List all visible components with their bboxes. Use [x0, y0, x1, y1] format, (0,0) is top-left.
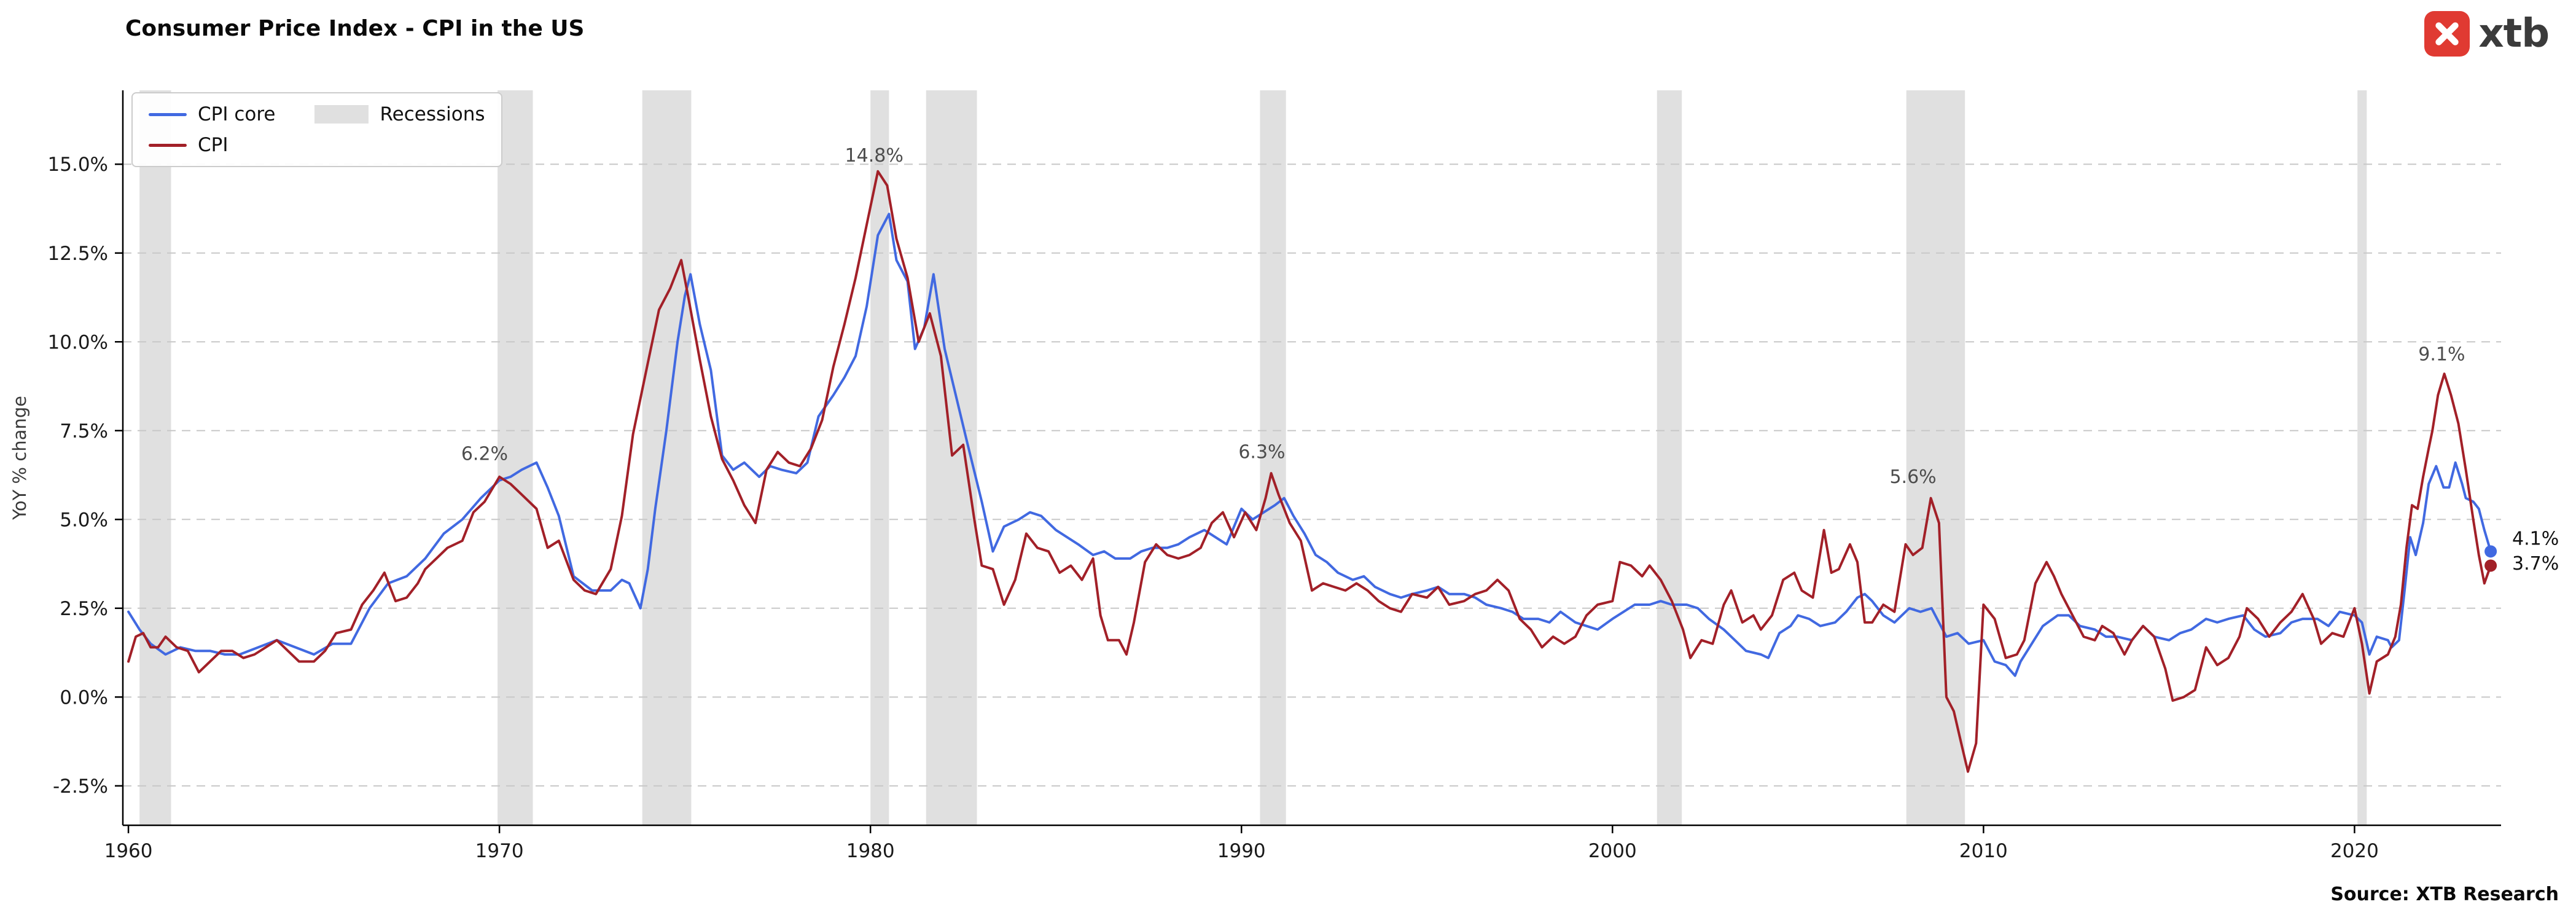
- y-tick-label: -2.5%: [53, 776, 108, 798]
- recession-band: [870, 90, 889, 825]
- legend-label-recessions: Recessions: [380, 103, 485, 125]
- recession-band: [139, 90, 171, 825]
- chart-legend: CPI core CPI Recessions: [131, 92, 502, 167]
- xtb-logo-icon: [2424, 11, 2470, 57]
- end-label-3.7pct: 3.7%: [2512, 553, 2559, 575]
- legend-swatch-cpi-core: [149, 112, 187, 116]
- y-tick-label: 7.5%: [60, 420, 108, 442]
- end-label-4.1pct: 4.1%: [2512, 528, 2559, 549]
- legend-swatch-recessions: [314, 105, 369, 124]
- y-tick-label: 2.5%: [60, 598, 108, 620]
- xtb-logo-text: xtb: [2478, 11, 2550, 57]
- annotation-5.6pct: 5.6%: [1889, 466, 1936, 488]
- chart-title: Consumer Price Index - CPI in the US: [125, 16, 585, 41]
- y-tick-label: 5.0%: [60, 509, 108, 531]
- legend-label-cpi-core: CPI core: [198, 103, 276, 125]
- x-tick-label: 1990: [1217, 840, 1266, 862]
- annotation-9.1pct: 9.1%: [2418, 344, 2465, 365]
- x-tick-label: 2000: [1588, 840, 1637, 862]
- y-tick-label: 15.0%: [48, 154, 108, 176]
- recession-band: [1657, 90, 1682, 825]
- annotation-6.3pct: 6.3%: [1238, 441, 1285, 463]
- y-tick-label: 12.5%: [48, 243, 108, 265]
- gridlines: [123, 163, 2501, 787]
- x-tick-label: 2020: [2330, 840, 2379, 862]
- series-line-cpi-core: [127, 213, 2492, 677]
- series-line-cpi: [127, 170, 2492, 773]
- y-axis-label: YoY % change: [9, 396, 30, 520]
- legend-item-recessions: Recessions: [314, 103, 485, 125]
- legend-item-cpi-core: CPI core: [149, 103, 275, 125]
- recession-band: [2357, 90, 2367, 825]
- recession-bands: [139, 90, 2367, 825]
- y-tick-label: 0.0%: [60, 686, 108, 709]
- legend-column-series: CPI core CPI: [149, 103, 275, 156]
- x-tick-label: 1980: [846, 840, 895, 862]
- legend-label-cpi: CPI: [198, 134, 228, 156]
- legend-swatch-cpi: [149, 143, 187, 147]
- legend-item-cpi: CPI: [149, 134, 275, 156]
- end-dot-4.1pct: [2484, 545, 2497, 558]
- xtb-logo: xtb: [2424, 11, 2550, 57]
- recession-band: [1260, 90, 1286, 825]
- x-glyph-icon: [2435, 22, 2459, 45]
- recession-band: [926, 90, 977, 825]
- recession-band: [1906, 90, 1965, 825]
- x-tick-label: 1970: [475, 840, 524, 862]
- recession-band: [642, 90, 692, 825]
- x-tick-label: 1960: [104, 840, 153, 862]
- source-note: Source: XTB Research: [2330, 884, 2559, 905]
- recession-band: [498, 90, 533, 825]
- x-tick-label: 2010: [1959, 840, 2008, 862]
- annotation-6.2pct: 6.2%: [461, 443, 508, 465]
- end-dot-3.7pct: [2484, 559, 2497, 572]
- legend-column-bands: Recessions: [314, 103, 485, 125]
- annotation-14.8pct: 14.8%: [845, 145, 904, 167]
- y-tick-label: 10.0%: [48, 331, 108, 353]
